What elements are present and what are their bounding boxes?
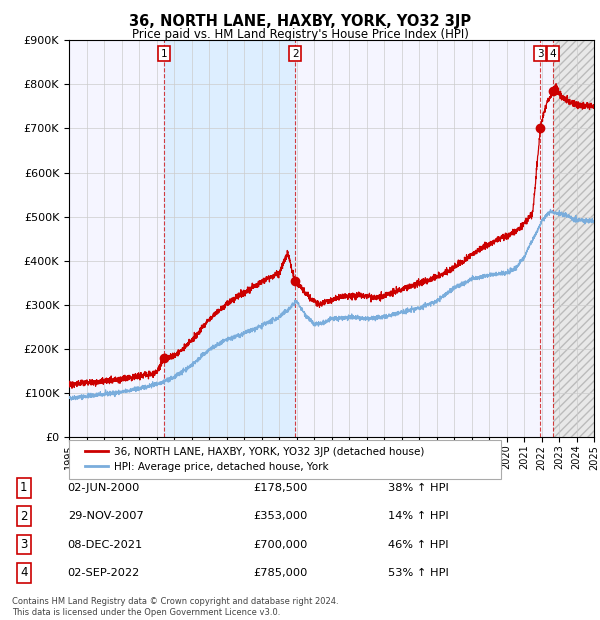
- Text: 14% ↑ HPI: 14% ↑ HPI: [388, 511, 449, 521]
- Text: 02-SEP-2022: 02-SEP-2022: [68, 568, 140, 578]
- Text: 1: 1: [161, 48, 167, 58]
- Text: £178,500: £178,500: [253, 483, 307, 493]
- Text: 36, NORTH LANE, HAXBY, YORK, YO32 3JP: 36, NORTH LANE, HAXBY, YORK, YO32 3JP: [129, 14, 471, 29]
- Polygon shape: [553, 40, 594, 437]
- Text: 1: 1: [20, 481, 28, 494]
- Text: 4: 4: [550, 48, 557, 58]
- Text: 2: 2: [292, 48, 298, 58]
- Text: £785,000: £785,000: [253, 568, 307, 578]
- Text: 4: 4: [20, 567, 28, 580]
- Text: 29-NOV-2007: 29-NOV-2007: [68, 511, 143, 521]
- Text: 2: 2: [20, 510, 28, 523]
- Text: 38% ↑ HPI: 38% ↑ HPI: [388, 483, 449, 493]
- Text: £353,000: £353,000: [253, 511, 307, 521]
- Legend: 36, NORTH LANE, HAXBY, YORK, YO32 3JP (detached house), HPI: Average price, deta: 36, NORTH LANE, HAXBY, YORK, YO32 3JP (d…: [79, 441, 431, 478]
- Text: 08-DEC-2021: 08-DEC-2021: [68, 539, 143, 549]
- Text: 3: 3: [537, 48, 544, 58]
- Text: Price paid vs. HM Land Registry's House Price Index (HPI): Price paid vs. HM Land Registry's House …: [131, 28, 469, 41]
- FancyBboxPatch shape: [69, 440, 501, 479]
- Bar: [164, 40, 295, 437]
- Text: 46% ↑ HPI: 46% ↑ HPI: [388, 539, 449, 549]
- Text: 53% ↑ HPI: 53% ↑ HPI: [388, 568, 449, 578]
- Text: Contains HM Land Registry data © Crown copyright and database right 2024.
This d: Contains HM Land Registry data © Crown c…: [12, 598, 338, 617]
- Text: 3: 3: [20, 538, 28, 551]
- Text: 02-JUN-2000: 02-JUN-2000: [68, 483, 140, 493]
- Text: £700,000: £700,000: [253, 539, 307, 549]
